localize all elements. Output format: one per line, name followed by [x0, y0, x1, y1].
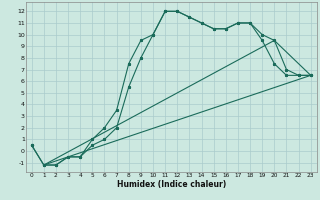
- X-axis label: Humidex (Indice chaleur): Humidex (Indice chaleur): [116, 180, 226, 189]
